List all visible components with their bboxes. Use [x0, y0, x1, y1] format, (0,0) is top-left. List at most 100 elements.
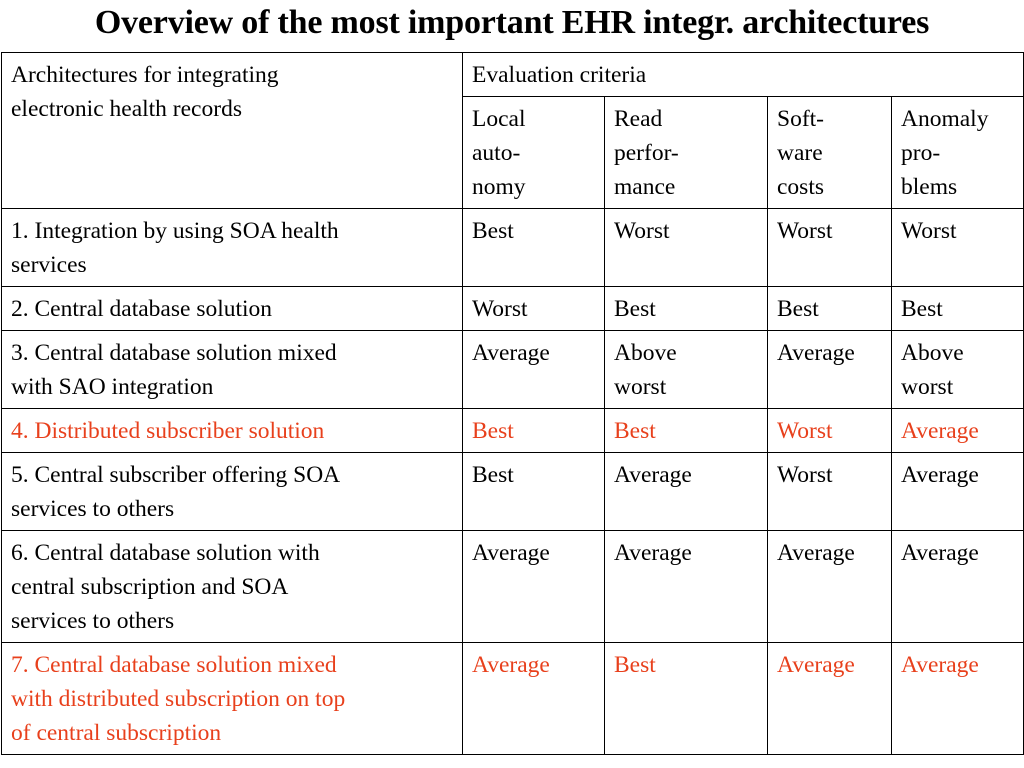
- rating-value: Worst: [777, 218, 833, 244]
- rating-cell: Average: [890, 452, 1024, 531]
- table-row: 2. Central database solution Worst Best Bes…: [1, 286, 1024, 331]
- table-body: 1. Integration by using SOA health servic…: [1, 208, 1024, 755]
- architecture-name-line: 3. Central database solution mixed: [11, 340, 337, 366]
- rating-value: Best: [614, 296, 656, 322]
- architecture-name-line: 7. Central database solution mixed: [11, 652, 337, 678]
- rating-value: worst: [901, 374, 954, 400]
- header-row-criteria: Local auto- nomy Read perfor- mance Soft…: [2, 96, 1024, 209]
- architecture-name-line: 1. Integration by using SOA health: [11, 218, 339, 244]
- architecture-name-cell: 6. Central database solution with central…: [1, 530, 463, 643]
- architecture-name-cell: 5. Central subscriber offering SOA servic…: [1, 452, 463, 531]
- table-row: 4. Distributed subscriber solution Best Be…: [1, 408, 1024, 453]
- architecture-name-line: central subscription and SOA: [11, 574, 289, 600]
- table-row: 6. Central database solution with central…: [1, 530, 1024, 643]
- rating-cell: Best: [462, 408, 605, 453]
- criterion-line: blems: [901, 174, 958, 200]
- rating-value: Worst: [777, 418, 833, 444]
- architecture-name-line: services: [11, 252, 87, 278]
- rating-cell: Average: [604, 530, 768, 643]
- rating-value: Worst: [901, 218, 957, 244]
- rating-cell: Worst: [767, 208, 892, 287]
- rating-cell: Average: [604, 452, 768, 531]
- header-row-group: Architectures for integrating electronic…: [1, 52, 1024, 209]
- criterion-line: auto-: [472, 140, 521, 166]
- rating-value: Average: [901, 462, 979, 488]
- rating-cell: Average: [462, 330, 605, 409]
- rating-cell: Average: [890, 530, 1024, 643]
- header-line: electronic health records: [11, 96, 242, 122]
- criterion-line: costs: [777, 174, 824, 200]
- rating-cell: Average: [890, 642, 1024, 755]
- rating-cell: Best: [462, 208, 605, 287]
- architecture-name-line: with distributed subscription on top: [11, 686, 346, 712]
- architecture-name-line: services to others: [11, 496, 175, 522]
- rating-cell: Average: [767, 330, 892, 409]
- rating-value: Best: [777, 296, 819, 322]
- rating-cell: Best: [604, 408, 768, 453]
- rating-cell: Average: [462, 642, 605, 755]
- rating-value: Average: [777, 340, 855, 366]
- rating-value: Average: [472, 340, 550, 366]
- architecture-name-cell: 1. Integration by using SOA health servic…: [1, 208, 463, 287]
- rating-value: Best: [472, 218, 514, 244]
- criterion-line: pro-: [901, 140, 941, 166]
- table-row: 3. Central database solution mixed with S…: [1, 330, 1024, 409]
- rating-cell: Average: [767, 642, 892, 755]
- page-title: Overview of the most important EHR integ…: [94, 4, 930, 41]
- rating-cell: Average: [890, 408, 1024, 453]
- criterion-line: ware: [777, 140, 823, 166]
- rating-value: Average: [901, 418, 979, 444]
- criterion-line: mance: [614, 174, 676, 200]
- table-row: 5. Central subscriber offering SOA servic…: [1, 452, 1024, 531]
- rating-cell: Average: [767, 530, 892, 643]
- rating-cell: Worst: [462, 286, 605, 331]
- rating-value: worst: [614, 374, 667, 400]
- criterion-line: Read: [614, 106, 663, 132]
- header-line: Architectures for integrating: [11, 62, 279, 88]
- rating-value: Average: [614, 540, 692, 566]
- criterion-software-costs: Soft- ware costs: [767, 96, 892, 209]
- rating-cell: Average: [462, 530, 605, 643]
- architecture-name-line: 2. Central database solution: [11, 296, 273, 322]
- rating-cell: Best: [462, 452, 605, 531]
- rating-cell: Best: [767, 286, 892, 331]
- rating-cell: Worst: [767, 408, 892, 453]
- rating-value: Average: [614, 462, 692, 488]
- rating-cell: Above worst: [604, 330, 768, 409]
- architecture-name-cell: 2. Central database solution: [1, 286, 463, 331]
- rating-value: Average: [472, 652, 550, 678]
- architecture-name-cell: 3. Central database solution mixed with S…: [1, 330, 463, 409]
- table-row: 7. Central database solution mixed with d…: [1, 642, 1024, 755]
- rating-value: Average: [901, 540, 979, 566]
- architecture-name-line: services to others: [11, 608, 175, 634]
- rating-value: Average: [472, 540, 550, 566]
- rating-cell: Best: [890, 286, 1024, 331]
- rating-cell: Best: [604, 286, 768, 331]
- rating-value: Best: [901, 296, 943, 322]
- architecture-name-line: 4. Distributed subscriber solution: [11, 418, 325, 444]
- rating-value: Best: [614, 418, 656, 444]
- architecture-name-line: of central subscription: [11, 720, 222, 746]
- rating-value: Average: [901, 652, 979, 678]
- evaluation-criteria-header: Evaluation criteria: [461, 52, 1024, 97]
- rating-cell: Worst: [767, 452, 892, 531]
- rating-value: Best: [472, 418, 514, 444]
- rating-value: Worst: [777, 462, 833, 488]
- criterion-anomaly-problems: Anomaly pro- blems: [890, 96, 1024, 209]
- criterion-local-autonomy: Local auto- nomy: [462, 96, 605, 209]
- architecture-name-line: with SAO integration: [11, 374, 214, 400]
- criterion-line: Soft-: [777, 106, 824, 132]
- rating-cell: Worst: [890, 208, 1024, 287]
- criterion-line: perfor-: [614, 140, 679, 166]
- architectures-header: Architectures for integrating electronic…: [1, 52, 463, 209]
- rating-value: Above: [901, 340, 964, 366]
- architecture-name-cell: 4. Distributed subscriber solution: [1, 408, 463, 453]
- criterion-line: nomy: [472, 174, 526, 200]
- rating-value: Best: [472, 462, 514, 488]
- criterion-line: Local: [472, 106, 526, 132]
- architectures-table: Architectures for integrating electronic…: [1, 52, 1024, 755]
- criterion-read-performance: Read perfor- mance: [604, 96, 768, 209]
- architecture-name-line: 5. Central subscriber offering SOA: [11, 462, 341, 488]
- rating-value: Average: [777, 540, 855, 566]
- rating-value: Worst: [614, 218, 670, 244]
